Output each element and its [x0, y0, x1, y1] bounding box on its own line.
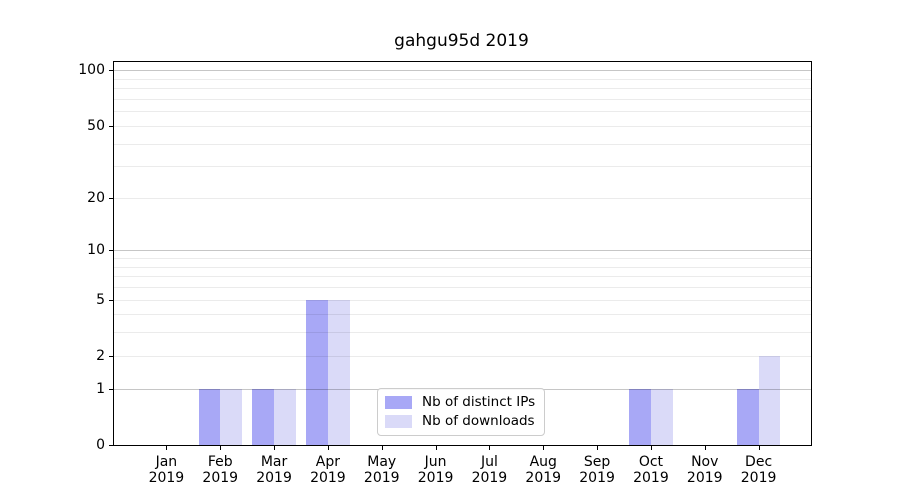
bar-ips-oct	[629, 388, 651, 445]
legend-label-distinct-ips: Nb of distinct IPs	[422, 394, 536, 410]
x-tick-sep	[597, 445, 599, 450]
x-tick-label-sep: Sep 2019	[579, 454, 615, 486]
x-tick-jan	[166, 445, 168, 450]
gridline-minor-80	[114, 88, 811, 90]
x-tick-label-jan: Jan 2019	[148, 454, 185, 486]
x-tick-label-mar: Mar 2019	[256, 454, 292, 486]
bar-downloads-mar	[274, 388, 296, 445]
legend-label-downloads: Nb of downloads	[422, 413, 535, 429]
bar-downloads-apr	[327, 299, 350, 445]
y-tick-label-5: 5	[96, 291, 105, 308]
y-tick-label-1: 1	[96, 380, 105, 397]
x-tick-apr	[327, 445, 329, 450]
x-tick-label-apr: Apr 2019	[310, 454, 346, 486]
x-tick-aug	[543, 445, 545, 450]
gridline-minor-8	[114, 266, 811, 268]
x-tick-label-feb: Feb 2019	[202, 454, 239, 486]
bar-ips-apr	[306, 299, 328, 445]
x-tick-oct	[650, 445, 652, 450]
legend-swatch-downloads-icon	[385, 415, 412, 428]
gridline-minor-9	[114, 258, 811, 260]
gridline-minor-4	[114, 314, 811, 316]
bar-downloads-dec	[758, 355, 781, 445]
plot-area: 100 50 20 10 5 2 1 0 Jan 2019 Feb 2019 Mar 2019 Apr…	[78, 61, 812, 486]
x-tick-label-aug: Aug 2019	[525, 454, 562, 486]
x-tick-label-may: May 2019	[363, 454, 400, 486]
y-tick-1	[109, 388, 113, 390]
x-tick-label-jun: Jun 2019	[417, 454, 454, 486]
x-tick-jul	[489, 445, 491, 450]
gridline-minor-3	[114, 332, 811, 334]
y-tick-20	[109, 197, 113, 199]
x-tick-label-dec: Dec 2019	[740, 454, 777, 486]
gridline-minor-7	[114, 276, 811, 278]
gridline-minor-20	[114, 197, 811, 199]
bar-downloads-oct	[650, 388, 673, 445]
bar-ips-dec	[737, 388, 759, 445]
gridline-minor-30	[114, 166, 811, 168]
gridline-minor-70	[114, 98, 811, 100]
legend-swatch-distinct-ips-icon	[385, 396, 412, 409]
legend-item-downloads: Nb of downloads	[385, 413, 535, 430]
y-tick-5	[109, 299, 113, 301]
gridline-minor-5	[114, 299, 811, 301]
x-tick-jun	[435, 445, 437, 450]
chart-title: gahgu95d 2019	[394, 31, 529, 51]
gridline-minor-40	[114, 143, 811, 145]
x-tick-mar	[274, 445, 276, 450]
gridline-minor-6	[114, 287, 811, 289]
y-tick-label-2: 2	[96, 347, 105, 364]
y-tick-50	[109, 125, 113, 127]
legend-item-distinct-ips: Nb of distinct IPs	[385, 394, 535, 411]
y-tick-label-10: 10	[87, 242, 105, 259]
bar-ips-mar	[252, 388, 275, 445]
y-tick-10	[109, 250, 113, 252]
gridline-major-10	[114, 250, 811, 252]
x-tick-nov	[704, 445, 706, 450]
x-tick-may	[381, 445, 383, 450]
gridline-minor-2	[114, 355, 811, 357]
gridline-minor-50	[114, 125, 811, 127]
x-tick-label-nov: Nov 2019	[686, 454, 723, 486]
gridline-minor-60	[114, 111, 811, 113]
gridline-minor-90	[114, 78, 811, 80]
y-tick-0	[109, 445, 113, 446]
bar-ips-feb	[198, 388, 221, 445]
legend: Nb of distinct IPs Nb of downloads	[377, 388, 546, 436]
y-tick-100	[109, 70, 113, 72]
y-tick-label-100: 100	[78, 62, 105, 79]
bar-downloads-feb	[220, 388, 242, 445]
gridline-major-100	[114, 70, 811, 72]
y-tick-2	[109, 355, 113, 357]
x-tick-label-jul: Jul 2019	[471, 454, 508, 486]
x-tick-dec	[758, 445, 760, 450]
y-tick-label-0: 0	[96, 437, 105, 453]
y-tick-label-50: 50	[87, 117, 105, 134]
x-tick-label-oct: Oct 2019	[633, 454, 669, 486]
x-tick-feb	[220, 445, 222, 450]
y-tick-label-20: 20	[87, 189, 105, 206]
